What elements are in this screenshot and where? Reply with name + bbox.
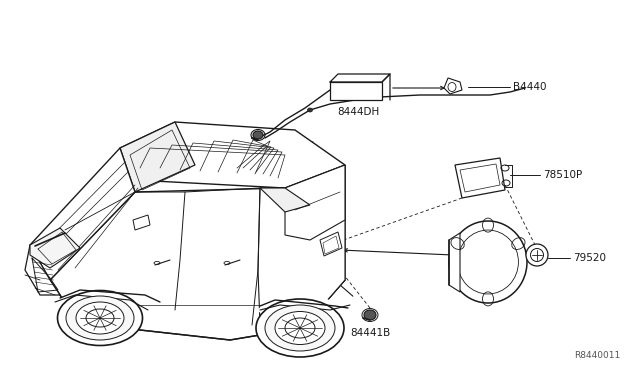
- Polygon shape: [25, 245, 60, 295]
- Polygon shape: [120, 122, 195, 192]
- Text: 78510P: 78510P: [543, 170, 582, 180]
- Ellipse shape: [364, 310, 376, 320]
- Ellipse shape: [307, 108, 312, 112]
- Ellipse shape: [253, 131, 263, 139]
- Ellipse shape: [58, 291, 143, 346]
- Text: 8444DH: 8444DH: [337, 107, 380, 117]
- Polygon shape: [444, 78, 462, 94]
- Ellipse shape: [378, 96, 383, 100]
- Ellipse shape: [526, 244, 548, 266]
- Polygon shape: [260, 188, 310, 212]
- Polygon shape: [30, 148, 135, 280]
- Text: 79520: 79520: [573, 253, 606, 263]
- Text: B4440: B4440: [513, 82, 547, 92]
- Text: R8440011: R8440011: [573, 351, 620, 360]
- Ellipse shape: [66, 296, 134, 340]
- Polygon shape: [449, 233, 460, 292]
- Polygon shape: [50, 165, 345, 340]
- Ellipse shape: [256, 299, 344, 357]
- Ellipse shape: [449, 221, 527, 303]
- Polygon shape: [30, 228, 80, 268]
- Polygon shape: [120, 122, 345, 188]
- Polygon shape: [258, 165, 345, 325]
- Polygon shape: [285, 165, 345, 240]
- Ellipse shape: [275, 311, 325, 344]
- Polygon shape: [133, 215, 150, 230]
- Ellipse shape: [265, 305, 335, 351]
- Ellipse shape: [76, 302, 124, 334]
- Polygon shape: [330, 82, 382, 100]
- Polygon shape: [455, 158, 505, 198]
- Text: 84441B: 84441B: [350, 328, 390, 338]
